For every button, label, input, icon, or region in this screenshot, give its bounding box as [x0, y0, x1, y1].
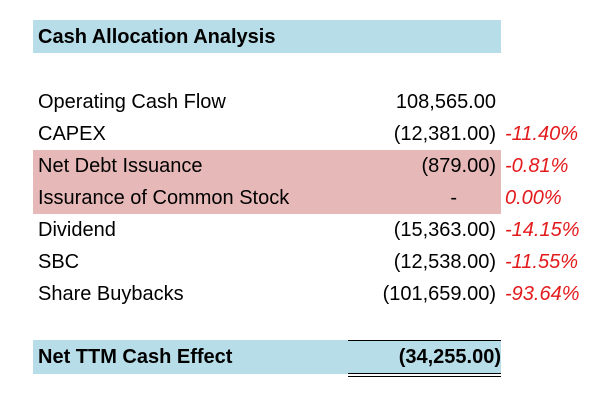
- row-label: Share Buybacks: [38, 283, 184, 305]
- total-band: [33, 340, 501, 374]
- row-percent: -93.64%: [505, 283, 580, 305]
- row-percent: -11.55%: [505, 251, 579, 273]
- row-label: CAPEX: [38, 123, 106, 145]
- total-value: (34,255.00): [398, 346, 501, 368]
- table-row-operating-cash-flow: Operating Cash Flow 108,565.00: [33, 86, 593, 118]
- row-label: SBC: [38, 251, 80, 273]
- total-top-border: [348, 340, 501, 341]
- row-percent: -0.81%: [505, 155, 569, 177]
- row-label: Operating Cash Flow: [38, 91, 226, 113]
- highlight-band: [33, 182, 501, 214]
- table-row-sbc: SBC (12,538.00) -11.55%: [33, 246, 593, 278]
- row-value: (879.00): [421, 155, 497, 177]
- row-percent: -11.40%: [505, 123, 579, 145]
- total-double-underline: [348, 373, 501, 377]
- row-label: Dividend: [38, 219, 116, 241]
- row-value: (15,363.00): [393, 219, 496, 241]
- total-label: Net TTM Cash Effect: [38, 346, 233, 368]
- highlight-band: [33, 150, 501, 182]
- row-percent: -14.15%: [505, 219, 580, 241]
- title-band: [33, 20, 501, 53]
- row-value: (12,381.00): [393, 123, 496, 145]
- sheet-title: Cash Allocation Analysis: [38, 26, 276, 48]
- row-value: 108,565.00: [395, 91, 496, 113]
- table-row-dividend: Dividend (15,363.00) -14.15%: [33, 214, 593, 246]
- table-row-share-buybacks: Share Buybacks (101,659.00) -93.64%: [33, 278, 593, 310]
- row-percent: 0.00%: [505, 187, 562, 209]
- table-row-net-debt-issuance: Net Debt Issuance (879.00) -0.81%: [33, 150, 593, 182]
- row-value: -: [450, 187, 457, 209]
- row-label: Issurance of Common Stock: [38, 187, 290, 209]
- row-label: Net Debt Issuance: [38, 155, 203, 177]
- table-row-capex: CAPEX (12,381.00) -11.40%: [33, 118, 593, 150]
- row-value: (101,659.00): [382, 283, 496, 305]
- row-value: (12,538.00): [393, 251, 496, 273]
- table-row-common-stock-issuance: Issurance of Common Stock - 0.00%: [33, 182, 593, 214]
